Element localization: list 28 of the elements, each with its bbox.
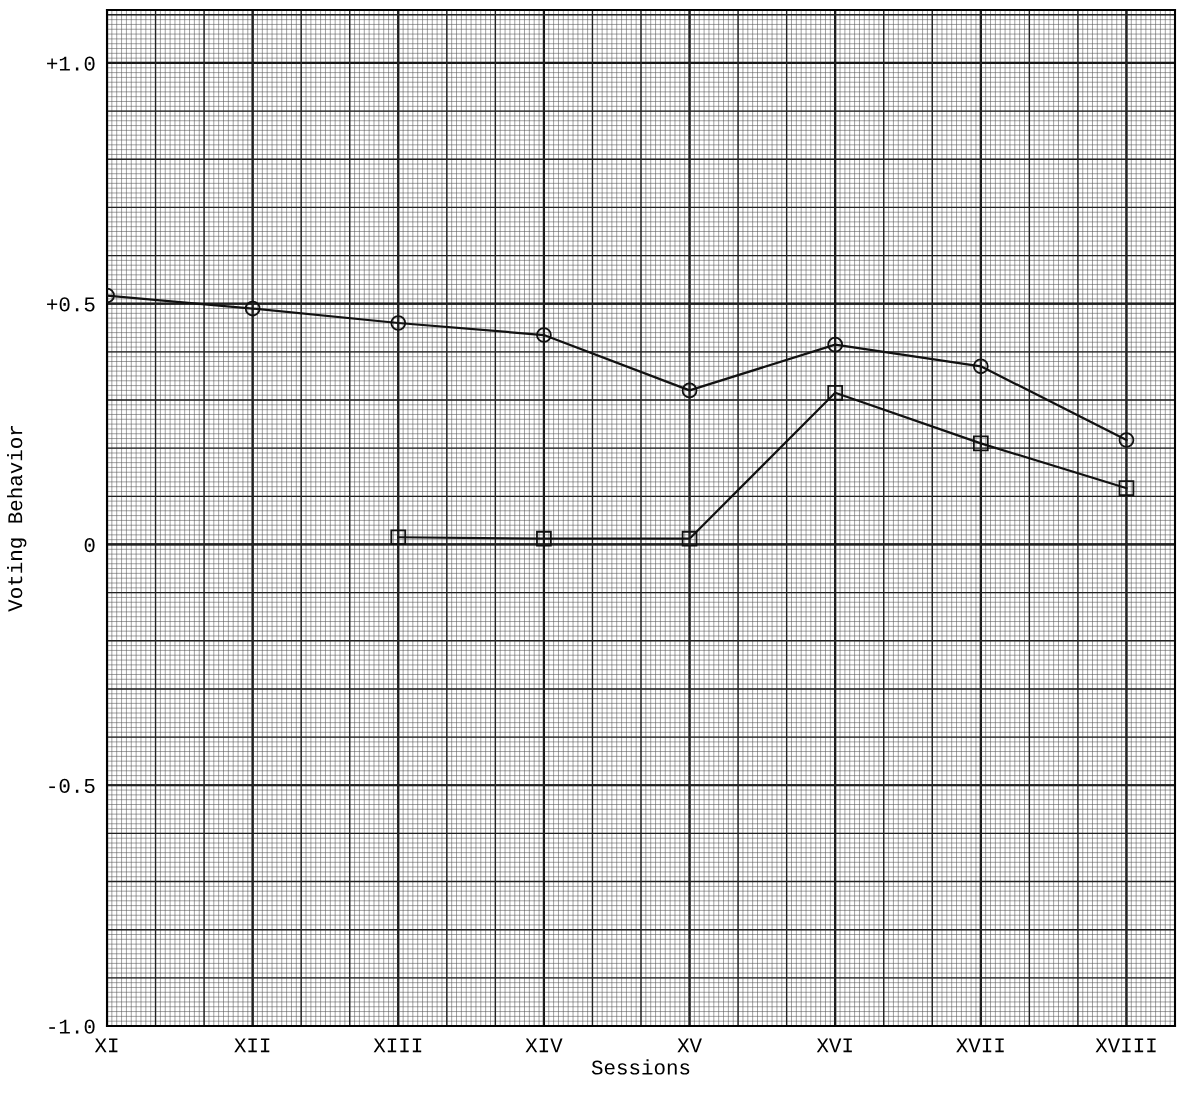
- x-tick-label: XI: [94, 1038, 118, 1053]
- y-tick-label: 0: [84, 538, 95, 553]
- point: [972, 358, 989, 375]
- point: [1118, 480, 1135, 496]
- y-tick-label: -1.0: [49, 1019, 95, 1034]
- point: [827, 336, 844, 353]
- y-axis-title: Voting Behavior: [7, 426, 27, 612]
- y-tick-label: -0.5: [49, 778, 95, 793]
- x-tick-label: XVI: [816, 1038, 852, 1053]
- point: [827, 384, 844, 401]
- x-tick-label: XII: [234, 1038, 270, 1053]
- x-tick-label: XV: [677, 1038, 702, 1053]
- x-tick-label: XIII: [373, 1038, 422, 1053]
- point: [390, 529, 407, 546]
- x-axis-title: Sessions: [591, 1059, 690, 1075]
- y-tick-label: +0.5: [47, 297, 95, 312]
- point: [390, 315, 407, 331]
- x-tick-label: XIV: [525, 1038, 563, 1053]
- point: [536, 530, 552, 547]
- x-tick-label: XVIII: [1095, 1038, 1156, 1053]
- point: [244, 300, 261, 317]
- point: [536, 327, 552, 343]
- point: [972, 435, 989, 452]
- point: [681, 382, 698, 399]
- y-tick-label: +1.0: [47, 56, 95, 71]
- x-tick-label: XVII: [956, 1038, 1004, 1053]
- point: [681, 530, 698, 547]
- point: [1118, 432, 1135, 448]
